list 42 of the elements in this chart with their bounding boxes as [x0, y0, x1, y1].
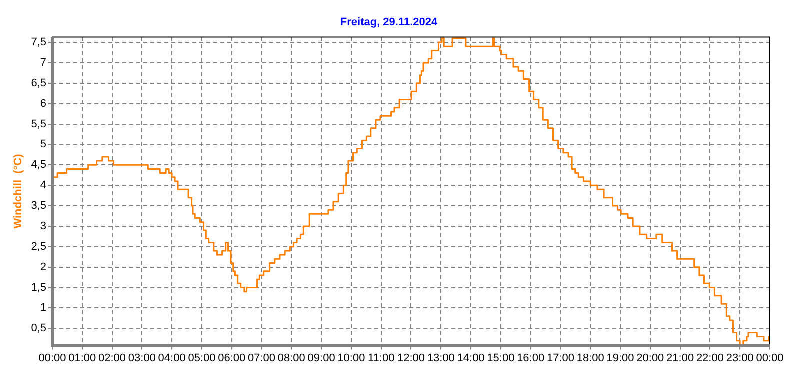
x-tick-label: 23:00	[726, 352, 754, 364]
y-tick-label: 1	[40, 302, 46, 314]
x-tick-label: 13:00	[427, 352, 455, 364]
y-axis-title: Windchill (°C)	[12, 154, 25, 229]
x-tick-label: 22:00	[696, 352, 724, 364]
x-tick-label: 02:00	[98, 352, 126, 364]
y-tick-label: 7	[40, 56, 46, 69]
y-tick-label: 1,5	[31, 282, 46, 294]
x-tick-label: 08:00	[278, 352, 306, 364]
x-tick-label: 18:00	[576, 352, 604, 364]
y-tick-label: 4,5	[31, 159, 46, 172]
x-tick-label: 06:00	[218, 352, 246, 364]
x-tick-label: 01:00	[68, 352, 96, 364]
x-tick-label: 20:00	[636, 352, 664, 364]
x-tick-label: 04:00	[158, 352, 186, 364]
y-tick-label: 5,5	[31, 118, 46, 130]
x-tick-label: 03:00	[128, 352, 156, 364]
y-tick-label: 3	[40, 220, 46, 232]
x-tick-label: 10:00	[338, 352, 366, 364]
y-tick-label: 7,5	[31, 36, 46, 49]
x-tick-label: 00:00	[756, 352, 784, 364]
x-tick-label: 11:00	[368, 352, 395, 364]
y-tick-label: 4	[40, 180, 46, 192]
x-tick-label: 21:00	[666, 352, 694, 364]
x-tick-label: 14:00	[457, 352, 485, 364]
y-tick-label: 6,5	[31, 77, 46, 90]
x-tick-label: 12:00	[397, 352, 426, 364]
x-tick-label: 07:00	[248, 352, 276, 364]
y-tick-label: 6	[40, 98, 46, 110]
x-tick-label: 19:00	[606, 352, 634, 364]
x-tick-label: 05:00	[188, 352, 216, 364]
x-tick-label: 00:00	[38, 352, 66, 364]
x-tick-label: 16:00	[517, 352, 545, 364]
y-tick-label: 2,5	[31, 240, 46, 253]
x-tick-label: 15:00	[487, 352, 515, 364]
y-tick-label: 2	[40, 261, 46, 274]
y-tick-label: 5	[40, 138, 46, 151]
chart-title: Freitag, 29.11.2024	[340, 16, 438, 29]
x-tick-label: 09:00	[308, 352, 336, 364]
y-tick-label: 0,5	[31, 322, 46, 335]
x-tick-label: 17:00	[546, 352, 574, 364]
y-tick-label: 3,5	[31, 200, 46, 212]
